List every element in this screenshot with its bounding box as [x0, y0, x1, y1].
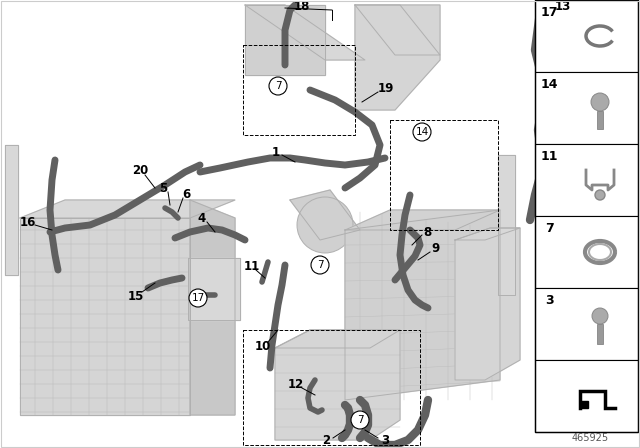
Polygon shape	[275, 330, 400, 348]
Text: 5: 5	[159, 181, 167, 194]
Polygon shape	[275, 330, 400, 440]
Polygon shape	[245, 5, 365, 60]
Text: 17: 17	[540, 5, 557, 18]
Text: 14: 14	[415, 127, 429, 137]
Polygon shape	[455, 228, 520, 380]
Text: 3: 3	[381, 435, 389, 448]
Text: 7: 7	[317, 260, 323, 270]
Text: 10: 10	[255, 340, 271, 353]
Polygon shape	[355, 5, 440, 110]
Text: 6: 6	[182, 188, 190, 201]
Text: 12: 12	[288, 379, 304, 392]
Circle shape	[595, 190, 605, 200]
Text: 13: 13	[555, 0, 571, 13]
Text: 9: 9	[432, 242, 440, 255]
Polygon shape	[345, 210, 500, 230]
Text: 1: 1	[272, 146, 280, 159]
Text: 2: 2	[322, 435, 330, 448]
Bar	[535, 72, 638, 144]
Circle shape	[189, 289, 207, 307]
Polygon shape	[5, 145, 18, 275]
Polygon shape	[580, 401, 588, 408]
Text: 3: 3	[545, 293, 554, 306]
Text: 15: 15	[128, 289, 144, 302]
Circle shape	[351, 411, 369, 429]
Text: 11: 11	[540, 150, 557, 163]
Circle shape	[592, 308, 608, 324]
Polygon shape	[245, 5, 325, 75]
Text: 18: 18	[294, 0, 310, 13]
Polygon shape	[188, 258, 240, 320]
Text: 7: 7	[275, 81, 282, 91]
Polygon shape	[20, 200, 235, 218]
Text: 14: 14	[540, 78, 557, 90]
Bar	[535, 288, 638, 360]
Text: 8: 8	[423, 225, 431, 238]
Polygon shape	[498, 155, 515, 295]
Polygon shape	[20, 218, 190, 415]
Polygon shape	[190, 200, 235, 415]
Text: 7: 7	[356, 415, 364, 425]
Text: 4: 4	[198, 211, 206, 224]
Polygon shape	[345, 210, 500, 400]
Text: 7: 7	[545, 221, 554, 234]
Text: 11: 11	[244, 260, 260, 273]
Text: 20: 20	[132, 164, 148, 177]
Circle shape	[591, 93, 609, 111]
Polygon shape	[455, 228, 520, 240]
Circle shape	[413, 123, 431, 141]
Text: 465925: 465925	[572, 433, 609, 443]
Bar	[535, 216, 638, 288]
Bar	[535, 360, 638, 432]
Bar	[535, 0, 638, 72]
Polygon shape	[290, 190, 360, 240]
Text: 19: 19	[378, 82, 394, 95]
Bar	[597, 324, 603, 344]
Text: 17: 17	[191, 293, 205, 303]
Bar	[535, 144, 638, 216]
Polygon shape	[355, 5, 440, 55]
Bar	[597, 111, 603, 129]
Circle shape	[311, 256, 329, 274]
Circle shape	[297, 197, 353, 253]
Circle shape	[269, 77, 287, 95]
Text: 16: 16	[20, 215, 36, 228]
Bar	[535, 0, 638, 432]
